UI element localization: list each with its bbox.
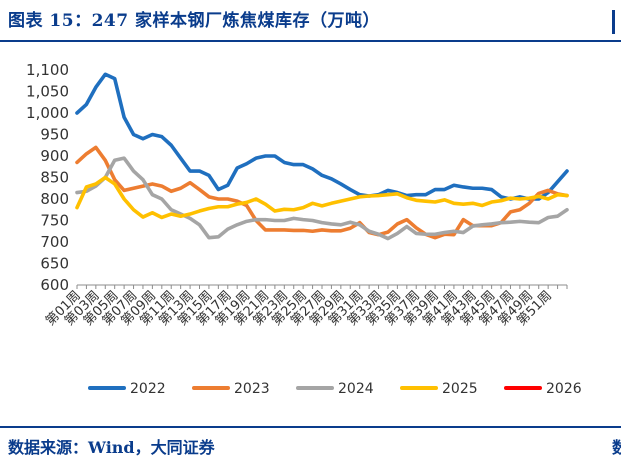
y-tick-label: 800: [40, 190, 69, 208]
series-line-2025: [75, 175, 569, 220]
y-tick-label: 850: [40, 169, 69, 187]
chart-title: 图表 15：247 家样本钢厂炼焦煤库存（万吨）: [8, 11, 380, 31]
legend-label-2022: 2022: [130, 381, 166, 397]
title-edge-marker: [612, 10, 615, 34]
y-tick-label: 650: [40, 255, 69, 273]
series-lines: [75, 72, 569, 241]
legend-label-2024: 2024: [338, 381, 374, 397]
y-tick-label: 600: [40, 276, 69, 294]
y-tick-label: 700: [40, 233, 69, 251]
legend-label-2023: 2023: [234, 381, 270, 397]
x-axis: 第01周第03周第05周第07周第09周第11周第13周第15周第17周第19周…: [43, 284, 568, 329]
series-line-2024: [75, 156, 569, 241]
source-edge-text: 数: [612, 438, 621, 457]
y-tick-label: 1,100: [26, 61, 69, 79]
source-note: 数据来源：Wind，大同证券: [8, 438, 215, 457]
title-divider: [0, 40, 621, 42]
series-line-2022: [75, 72, 569, 201]
y-tick-label: 750: [40, 212, 69, 230]
legend-label-2025: 2025: [442, 381, 478, 397]
legend-label-2026: 2026: [546, 381, 582, 397]
y-tick-label: 1,050: [26, 83, 69, 101]
legend: 2022 2023 2024 2025 2026: [88, 381, 582, 397]
y-tick-label: 950: [40, 126, 69, 144]
source-divider: [0, 426, 621, 428]
y-tick-label: 1,000: [26, 104, 69, 122]
y-axis: 600 650 700 750 800 850 900 950 1,000 1,050 1,100: [26, 61, 69, 294]
y-tick-label: 900: [40, 147, 69, 165]
